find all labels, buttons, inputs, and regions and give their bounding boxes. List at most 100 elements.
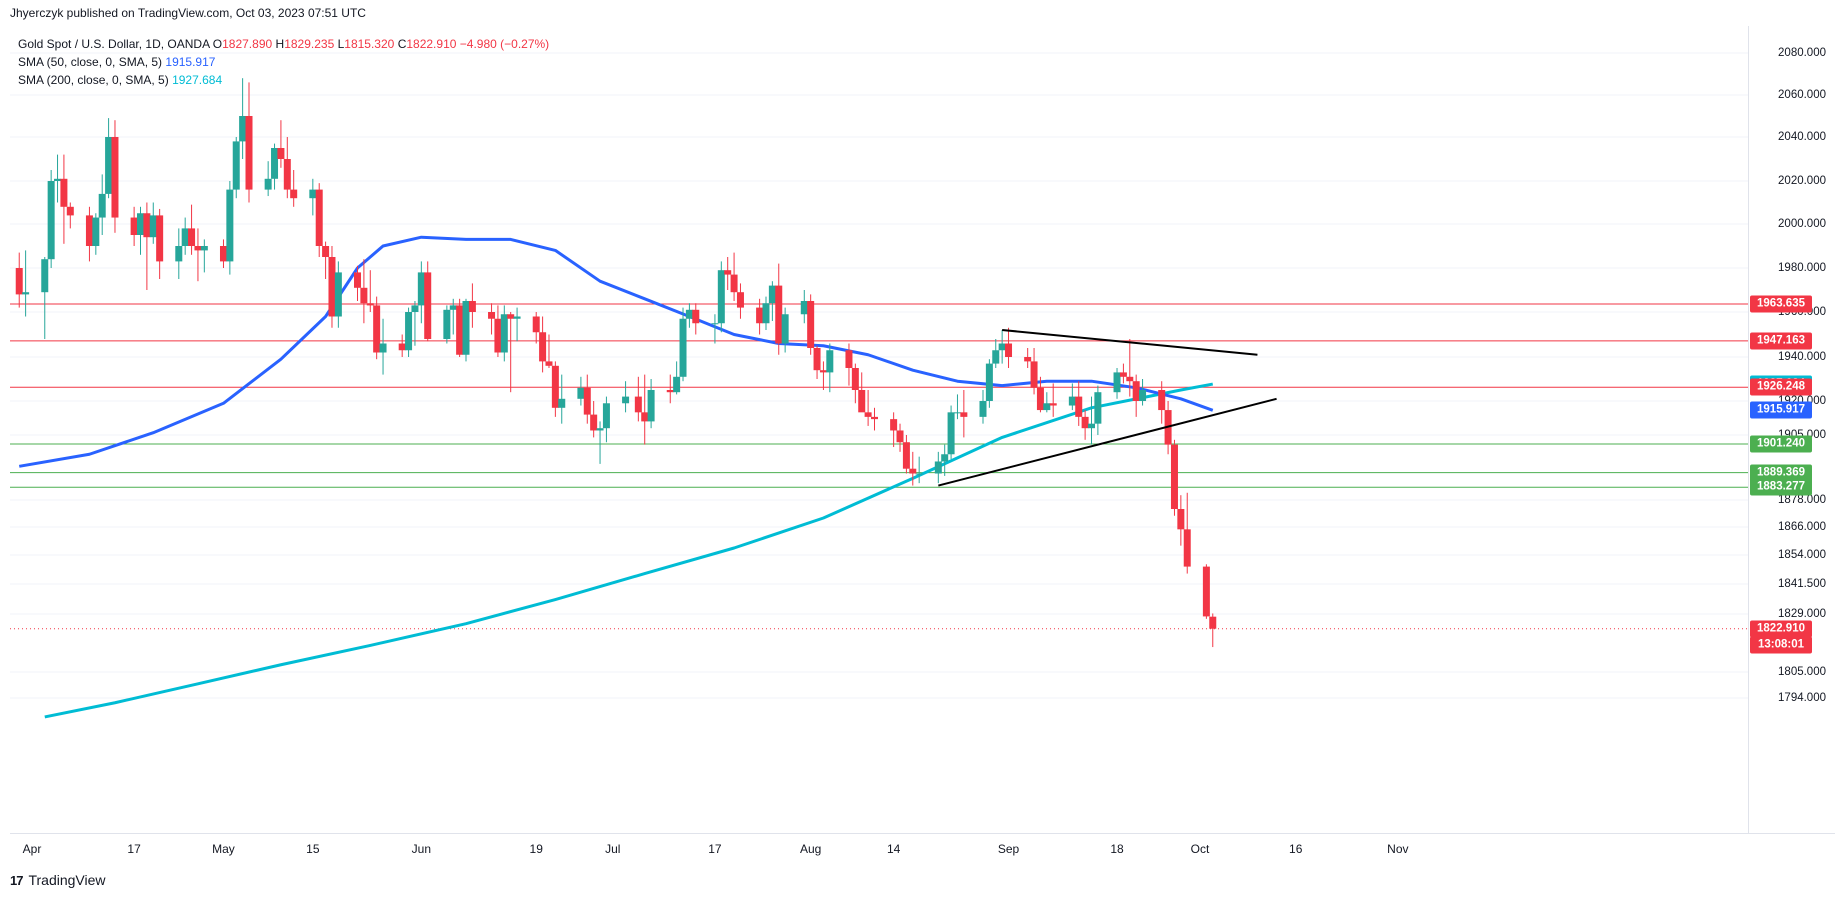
price-tick-label: 1805.000: [1778, 666, 1826, 678]
candle-body: [558, 398, 566, 408]
candle-body: [577, 387, 585, 399]
time-tick-label: 16: [1289, 842, 1303, 856]
candle-body: [143, 213, 151, 238]
candle-body: [768, 285, 776, 304]
candle-body: [1183, 529, 1191, 567]
candle-body: [309, 189, 317, 199]
sma200-row[interactable]: SMA (200, close, 0, SMA, 5) 1927.684: [18, 71, 549, 89]
candle-body: [870, 416, 878, 420]
candle-body: [60, 178, 68, 207]
candle-body: [245, 116, 253, 190]
candle-body: [666, 390, 674, 393]
chart-legend: Gold Spot / U.S. Dollar, 1D, OANDA O1827…: [18, 35, 549, 89]
candle-body: [960, 412, 968, 417]
price-tick-label: 1794.000: [1778, 692, 1826, 704]
candle-body: [449, 305, 457, 310]
candle-body: [398, 343, 406, 351]
high-value: 1829.235: [284, 37, 335, 51]
candle-body: [328, 257, 336, 317]
candle-body: [941, 454, 949, 462]
candle-body: [730, 274, 738, 293]
candle-body: [934, 461, 942, 474]
candle-body: [851, 368, 859, 390]
candle-body: [756, 307, 764, 324]
candle-body: [15, 268, 23, 295]
candle-body: [194, 246, 202, 251]
price-tick-label: 1878.000: [1778, 494, 1826, 506]
candle-body: [405, 312, 413, 351]
candle-body: [456, 305, 464, 355]
candle-body: [54, 178, 62, 181]
candle-body: [424, 272, 432, 339]
candle-body: [915, 473, 923, 475]
candle-body: [462, 301, 470, 355]
candle-body: [417, 272, 425, 306]
candle-body: [322, 246, 330, 257]
time-tick-label: 17: [127, 842, 141, 856]
candle-body: [1049, 403, 1057, 406]
candle-body: [590, 414, 598, 431]
time-tick-label: Aug: [799, 842, 822, 856]
candle-body: [641, 412, 649, 422]
candle-body: [692, 309, 700, 324]
candle-body: [1068, 396, 1076, 406]
candle-body: [22, 292, 30, 295]
sma50-value: 1915.917: [165, 55, 216, 69]
price-chart[interactable]: [10, 26, 1748, 833]
symbol-row: Gold Spot / U.S. Dollar, 1D, OANDA O1827…: [18, 35, 549, 53]
candle-body: [979, 401, 987, 417]
candle-body: [232, 141, 240, 190]
candle-body: [373, 305, 381, 353]
tradingview-brand: TradingView: [28, 872, 106, 888]
candle-body: [724, 270, 732, 275]
price-tick-label: 2060.000: [1778, 89, 1826, 101]
time-tick-label: Oct: [1190, 842, 1210, 856]
candle-body: [105, 137, 113, 194]
time-axis[interactable]: Apr 17 May 15 Jun 19 Jul 17 Aug 14 Sep 18 Oct 16 Nov: [10, 833, 1835, 860]
candle-body: [1043, 403, 1051, 411]
candle-body: [800, 301, 808, 315]
time-tick-label: 14: [886, 842, 901, 856]
candle-body: [188, 228, 196, 246]
candle-body: [775, 285, 783, 344]
time-tick-label: 15: [306, 842, 320, 856]
candle-body: [271, 148, 279, 179]
candle-body: [494, 318, 502, 353]
close-label: C: [397, 37, 407, 51]
candle-body: [1119, 372, 1127, 377]
candle-body: [634, 396, 642, 413]
price-tick-label: 2040.000: [1778, 131, 1826, 143]
candle-body: [711, 323, 719, 325]
candle-body: [92, 217, 100, 246]
time-tick-label: 19: [529, 842, 543, 856]
time-tick-label: May: [212, 842, 235, 856]
candle-body: [998, 343, 1006, 351]
price-tag: 1901.240: [1750, 435, 1812, 453]
candle-body: [1094, 392, 1102, 424]
candle-body: [947, 412, 955, 455]
candle-body: [513, 316, 521, 319]
tradingview-footer[interactable]: 17 TradingView: [10, 872, 106, 888]
candle-body: [130, 217, 138, 235]
time-tick-label: Jun: [411, 842, 432, 856]
time-tick-label: 18: [1110, 842, 1124, 856]
candle-body: [781, 314, 789, 344]
price-axis[interactable]: 2080.000 2060.000 2040.000 2020.000 2000.000…: [1748, 26, 1835, 833]
candle-body: [66, 206, 74, 216]
change-value: −4.980 (−0.27%): [459, 37, 550, 51]
sma50-row[interactable]: SMA (50, close, 0, SMA, 5) 1915.917: [18, 53, 549, 71]
candle-body: [583, 387, 591, 415]
sma200-line: [44, 382, 1214, 719]
candle-body: [953, 412, 961, 414]
price-tag: 1926.248: [1750, 378, 1812, 396]
price-tick-label: 1866.000: [1778, 521, 1826, 533]
time-tick-label: Sep: [997, 842, 1020, 856]
candle-body: [468, 301, 476, 312]
candle-body: [334, 272, 342, 317]
candle-body: [813, 348, 821, 371]
price-tag: 1963.635: [1750, 295, 1812, 313]
trendline: [938, 397, 1277, 487]
open-label: O: [212, 37, 223, 51]
candle-body: [277, 148, 285, 159]
candle-body: [551, 365, 559, 408]
